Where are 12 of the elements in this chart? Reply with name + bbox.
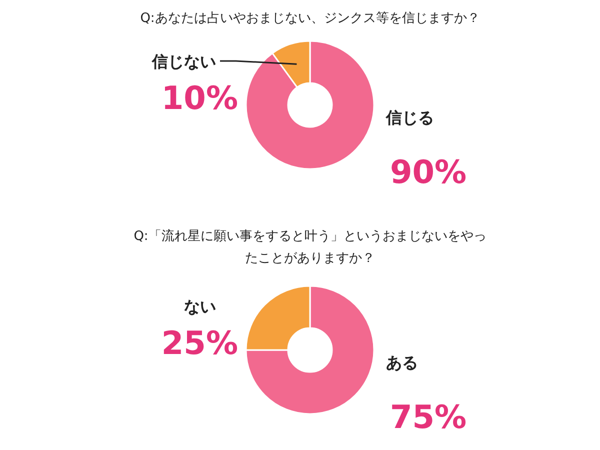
slice-label: ある: [386, 353, 418, 372]
chart-title: Q:あなたは占いやおまじない、ジンクス等を信じますか？: [140, 11, 480, 26]
data-label: 90%: [390, 153, 467, 191]
slice-label: 信じない: [151, 52, 216, 71]
slice-label: 信じる: [385, 108, 434, 127]
data-label: 75%: [390, 398, 467, 436]
donut-slice: [245, 285, 375, 415]
data-label: 10%: [161, 79, 238, 117]
chart-title: Q:「流れ星に願い事をすると叶う」というおまじないをやったことがありますか？: [134, 228, 486, 266]
donut-slice: [245, 40, 375, 170]
slice-label: ない: [184, 297, 216, 316]
data-label: 25%: [161, 324, 238, 362]
